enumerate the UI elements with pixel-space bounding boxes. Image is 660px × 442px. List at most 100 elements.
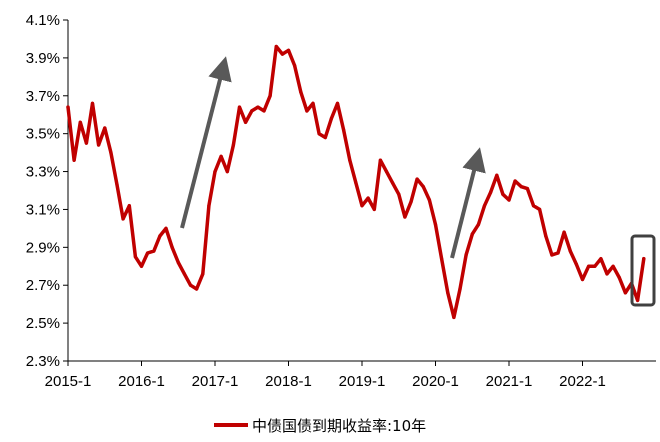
data-point [97,143,101,147]
data-point [531,204,536,208]
uptrend-arrow-2020 [450,147,486,259]
x-tick-label: 2018-1 [265,373,312,390]
data-point [323,135,327,140]
y-tick-label: 3.5% [26,126,60,143]
data-point [305,109,309,113]
data-point [207,204,211,208]
data-point [421,185,425,189]
data-point [538,207,542,211]
data-point [139,264,144,268]
data-point [611,264,615,268]
data-point [391,181,395,185]
data-point [433,223,438,227]
data-point [225,170,229,174]
data-point [72,158,76,162]
data-point [170,245,174,249]
data-point [507,198,511,202]
data-point [293,63,297,68]
highlight-box [630,234,656,307]
data-point [427,198,431,202]
series-layer [66,44,646,320]
data-point [262,109,266,113]
data-point [574,262,579,266]
x-tick-label: 2022-1 [559,373,606,390]
legend: 中债国债到期收益率:10年 [214,417,426,435]
data-point [152,249,156,253]
data-point [501,192,505,196]
y-tick-label: 4.1% [26,12,60,29]
data-point [182,272,186,276]
data-point [109,151,113,155]
data-point [115,183,119,187]
data-point [446,291,450,295]
uptrend-arrow-2016 [180,56,232,229]
data-point [317,132,321,136]
data-point [556,251,560,255]
data-point [605,272,609,276]
data-point [415,177,419,181]
data-point [550,253,554,257]
legend-label: 中债国债到期收益率:10年 [252,417,426,435]
data-point [219,154,223,158]
data-point [195,287,199,291]
data-point [188,283,193,287]
data-point [250,109,254,113]
y-tick-label: 2.9% [26,239,60,256]
data-point [348,158,352,162]
x-tick-label: 2016-1 [118,373,165,390]
x-tick-label: 2017-1 [192,373,239,390]
data-point [103,126,107,130]
y-tick-label: 3.7% [26,88,60,105]
data-point [354,181,358,185]
data-point [525,187,530,191]
data-point [489,190,493,194]
y-tick-label: 3.1% [26,201,60,218]
data-point [90,101,95,105]
data-point [397,192,401,196]
data-point [470,232,474,236]
annotations [180,56,656,307]
data-point [409,200,413,204]
data-point [121,217,125,221]
data-point [495,173,499,177]
data-point [440,257,444,261]
data-point [78,120,82,124]
data-point [360,204,364,208]
data-point [176,260,180,265]
data-point [127,204,131,208]
data-point [158,234,162,238]
data-point [476,223,480,227]
y-tick-label: 2.3% [26,353,60,370]
data-point [599,257,603,261]
data-point [213,170,217,174]
data-point [384,170,389,174]
data-point [274,44,278,49]
y-tick-label: 3.9% [26,50,60,67]
data-point [329,116,333,121]
x-tick-label: 2015-1 [45,373,92,390]
data-point [378,158,382,162]
data-point [164,226,168,230]
data-point [342,128,346,132]
data-point [66,105,70,109]
data-point [452,315,456,319]
x-tick-label: 2020-1 [412,373,459,390]
data-point [642,257,646,261]
data-point [482,204,487,208]
data-point [636,298,640,302]
data-point [372,207,376,211]
data-point [458,287,462,291]
x-tick-label: 2019-1 [339,373,386,390]
data-point [84,141,88,145]
data-point [544,234,548,238]
data-point [593,264,597,268]
data-point [133,255,137,259]
data-point [201,272,205,276]
data-point [366,196,370,200]
data-point [335,101,340,105]
data-point [623,291,628,295]
data-point [617,276,621,280]
data-point [587,264,591,268]
y-tick-label: 2.5% [26,315,60,332]
